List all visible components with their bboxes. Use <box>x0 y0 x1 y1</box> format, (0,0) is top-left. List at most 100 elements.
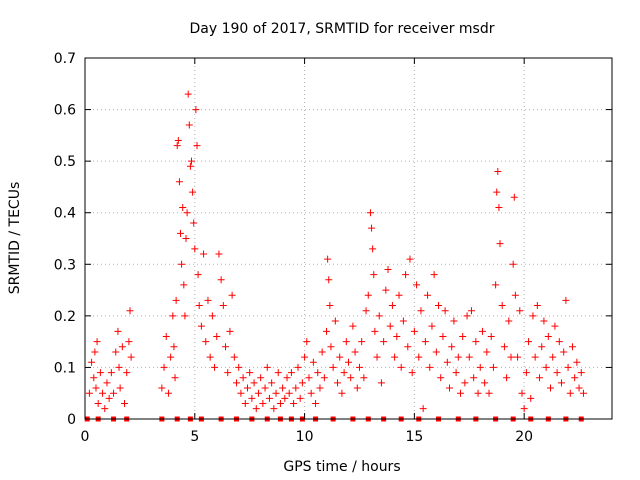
data-point <box>217 276 225 284</box>
data-point <box>399 317 407 325</box>
data-point <box>233 379 241 387</box>
data-point <box>564 363 572 371</box>
data-point <box>316 384 324 392</box>
data-point <box>270 405 278 413</box>
data-point <box>370 271 378 279</box>
data-point <box>542 363 550 371</box>
data-point <box>283 374 291 382</box>
data-point <box>340 369 348 377</box>
data-point <box>164 389 172 397</box>
data-point <box>219 302 227 310</box>
data-point <box>180 281 188 289</box>
data-point <box>467 307 475 315</box>
data-point <box>281 394 289 402</box>
data-point <box>500 343 508 351</box>
data-point <box>193 142 201 150</box>
data-point <box>355 363 363 371</box>
data-point <box>562 296 570 304</box>
data-point <box>516 307 524 315</box>
data-point <box>406 255 414 263</box>
data-point <box>334 379 342 387</box>
data-point <box>191 245 199 253</box>
data-point <box>408 369 416 377</box>
data-point <box>200 250 208 258</box>
data-point <box>215 250 223 258</box>
data-point <box>432 348 440 356</box>
data-point <box>529 312 537 320</box>
y-tick-label: 0.6 <box>54 103 76 119</box>
data-point <box>101 405 109 413</box>
chart-title: Day 190 of 2017, SRMTID for receiver msd… <box>190 21 495 37</box>
data-point <box>184 90 192 98</box>
data-point <box>158 384 166 392</box>
data-point <box>239 374 247 382</box>
data-point <box>323 327 331 335</box>
data-point <box>514 353 522 361</box>
data-point <box>202 338 210 346</box>
data-point <box>470 374 478 382</box>
data-point <box>373 353 381 361</box>
data-point <box>496 240 504 248</box>
data-point <box>426 363 434 371</box>
data-point <box>446 384 454 392</box>
data-point <box>118 343 126 351</box>
data-point <box>183 209 191 217</box>
data-point <box>94 400 102 408</box>
tick-labels: 0 5 10 15 20 0 0.1 0.2 0.3 0.4 0.5 0.6 0.7 <box>54 51 533 445</box>
y-tick-label: 0.1 <box>54 360 76 376</box>
data-point <box>536 374 544 382</box>
data-point <box>538 343 546 351</box>
data-point <box>336 353 344 361</box>
data-point <box>276 400 284 408</box>
data-point <box>235 363 243 371</box>
data-point <box>326 302 334 310</box>
data-point <box>364 291 372 299</box>
data-point <box>252 405 260 413</box>
y-axis-label: SRMTID / TECUs <box>7 182 23 295</box>
data-point <box>417 307 425 315</box>
data-point <box>192 106 200 114</box>
x-tick-label: 10 <box>296 429 314 445</box>
x-tick-label: 0 <box>81 429 90 445</box>
data-point <box>103 379 111 387</box>
data-point <box>175 178 183 186</box>
data-point <box>511 291 519 299</box>
data-point <box>190 219 198 227</box>
data-point <box>384 265 392 273</box>
data-point <box>579 389 587 397</box>
data-point <box>292 384 300 392</box>
data-point <box>461 379 469 387</box>
data-point <box>483 348 491 356</box>
data-point <box>105 394 113 402</box>
y-tick-label: 0.3 <box>54 257 76 273</box>
data-point <box>309 358 317 366</box>
data-point <box>540 317 548 325</box>
data-point <box>404 343 412 351</box>
data-point <box>90 374 98 382</box>
y-tick-label: 0.2 <box>54 309 76 325</box>
data-point <box>126 307 134 315</box>
data-point <box>177 229 185 237</box>
data-point <box>125 338 133 346</box>
data-point <box>573 358 581 366</box>
data-point <box>366 209 374 217</box>
data-point <box>415 353 423 361</box>
data-point <box>493 188 501 196</box>
data-point <box>206 353 214 361</box>
data-point <box>189 188 197 196</box>
data-point <box>257 374 265 382</box>
data-point <box>358 338 366 346</box>
data-point <box>342 338 350 346</box>
data-point <box>351 348 359 356</box>
data-point <box>518 389 526 397</box>
data-point <box>459 332 467 340</box>
data-point <box>424 291 432 299</box>
data-point <box>287 369 295 377</box>
data-point <box>301 353 309 361</box>
data-point <box>428 322 436 330</box>
data-point <box>555 338 563 346</box>
data-point <box>195 302 203 310</box>
data-point <box>303 338 311 346</box>
data-point <box>92 384 100 392</box>
data-point <box>454 353 462 361</box>
